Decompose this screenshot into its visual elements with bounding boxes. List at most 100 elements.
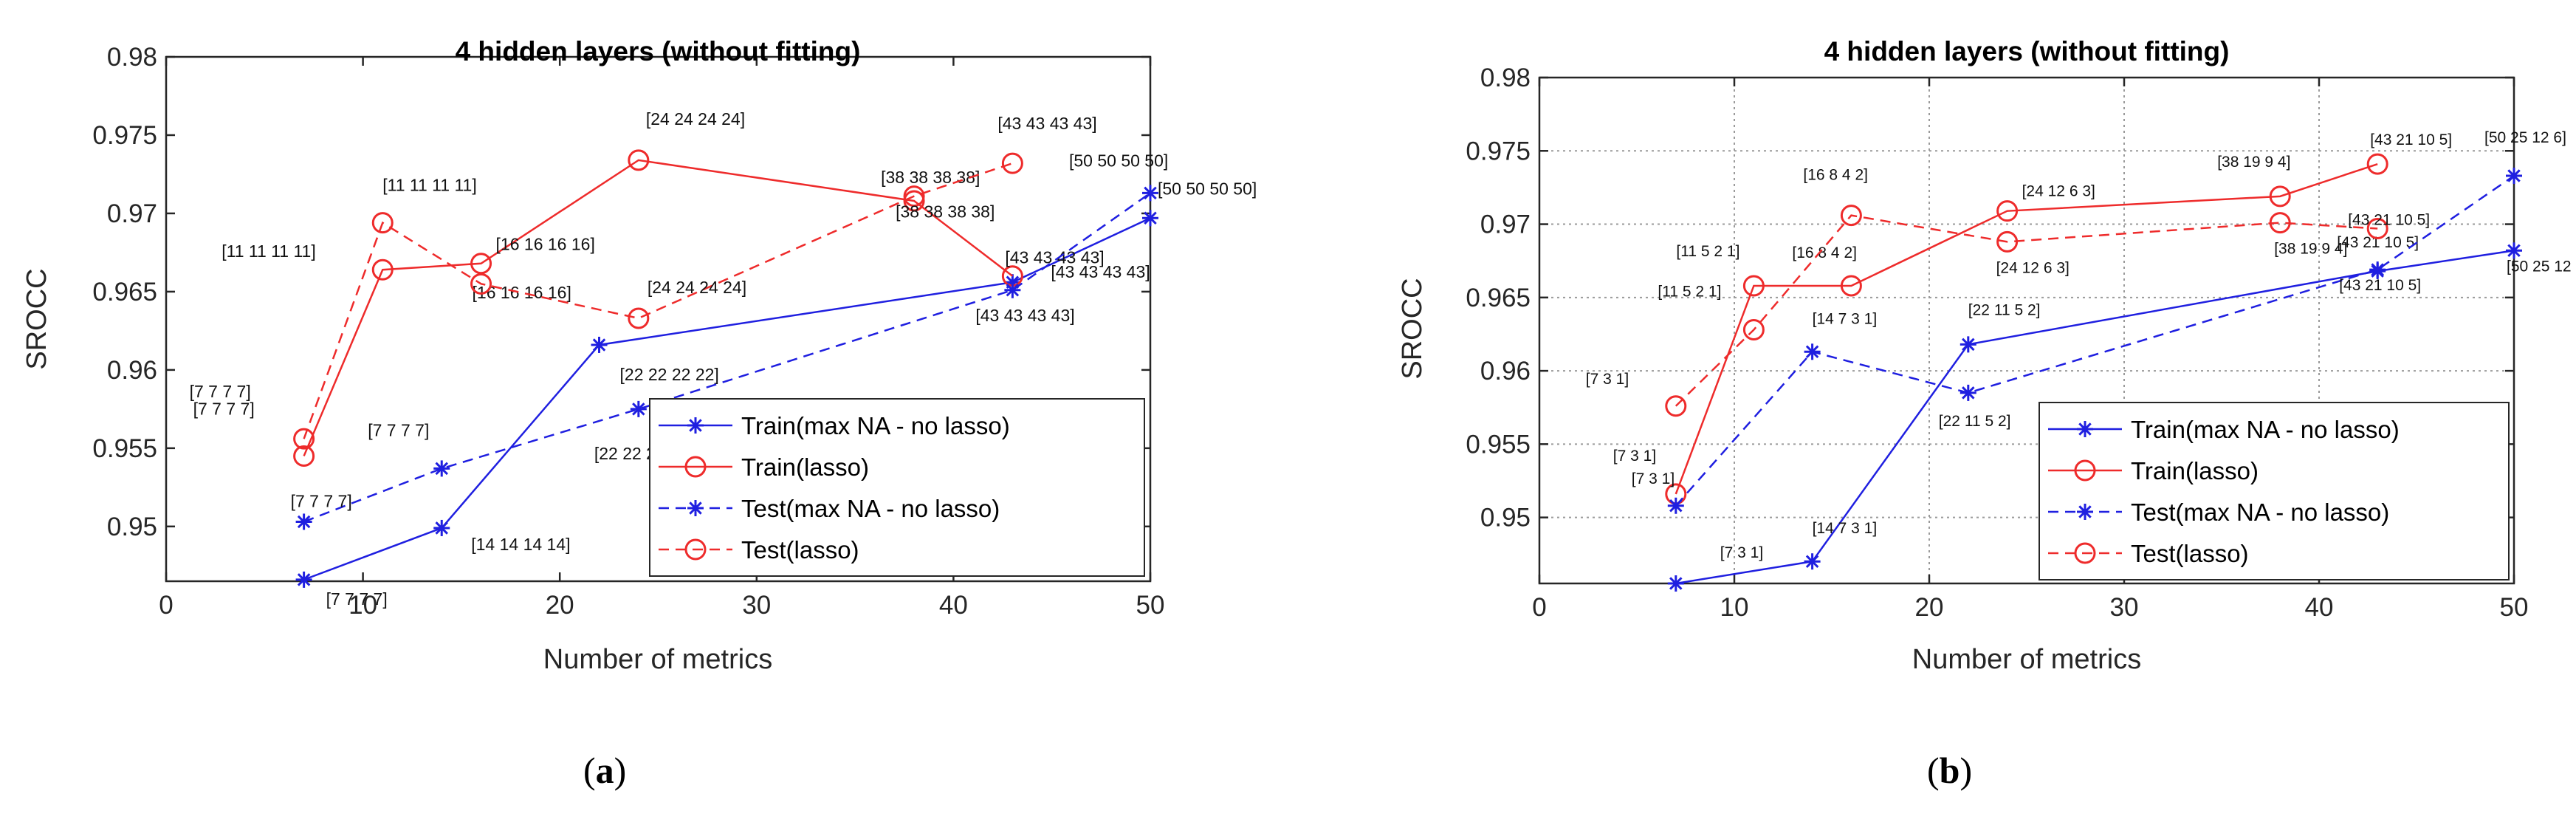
data-point-circle xyxy=(1742,275,1765,297)
data-point-star xyxy=(1960,384,1976,401)
point-label: [14 14 14 14] xyxy=(471,535,570,554)
y-axis-label: SROCC xyxy=(1397,278,1428,379)
legend: Train(max NA - no lasso) Train(lasso) Test… xyxy=(2039,402,2510,580)
data-point-star xyxy=(1667,497,1684,514)
point-label: [7 7 7 7] xyxy=(193,399,255,418)
point-label: [7 7 7 7] xyxy=(190,382,251,401)
legend-circle-marker xyxy=(2074,459,2096,482)
data-point-star xyxy=(1667,575,1684,592)
data-point-circle xyxy=(903,185,925,208)
legend-entry-label: Test(max NA - no lasso) xyxy=(741,495,1000,522)
legend-entry-label: Test(max NA - no lasso) xyxy=(2131,499,2389,526)
point-label: [38 19 9 4] xyxy=(2274,241,2347,258)
x-tick-label: 0 xyxy=(159,591,173,620)
y-tick-label: 0.95 xyxy=(107,513,157,541)
chart-panel-b: 0 10 20 30 40 50 0.95 0.955 0.96 0.965 0.97 0.975 0.… xyxy=(1397,36,2576,791)
data-point-circle xyxy=(2269,185,2291,208)
point-label: [43 21 10 5] xyxy=(2339,277,2421,294)
series-line xyxy=(303,159,1014,456)
point-label: [43 43 43 43] xyxy=(997,114,1096,133)
point-label: [16 16 16 16] xyxy=(473,283,571,302)
point-label: [24 24 24 24] xyxy=(648,278,746,297)
data-point-circle xyxy=(2366,218,2388,240)
legend-star-marker xyxy=(687,417,704,434)
legend-star-marker xyxy=(2077,504,2093,520)
y-axis-label: SROCC xyxy=(21,268,52,369)
legend-entry-label: Test(lasso) xyxy=(2131,540,2249,567)
y-tick-label: 0.98 xyxy=(107,43,157,72)
data-point-star xyxy=(591,336,608,353)
data-point-star xyxy=(1142,185,1158,202)
legend-entry-label: Test(lasso) xyxy=(741,536,859,564)
data-point-circle xyxy=(1996,200,2019,222)
series-line xyxy=(1675,162,2378,495)
series-line xyxy=(303,162,1013,439)
point-label: [11 5 2 1] xyxy=(1676,243,1739,260)
x-tick-label: 40 xyxy=(939,591,968,620)
x-tick-label: 10 xyxy=(1720,593,1749,622)
data-point-circle xyxy=(293,428,315,450)
data-point-star xyxy=(2506,242,2522,259)
x-tick-label: 50 xyxy=(1136,591,1165,620)
data-point-circle xyxy=(1996,230,2019,253)
series-test-max-na-no-lasso: [7 3 1] [14 7 3 1] [22 11 5 2] [43 21 10 5]… xyxy=(1632,129,2566,514)
point-label: [22 11 5 2] xyxy=(1968,301,2041,318)
point-label: [7 3 1] xyxy=(1586,371,1629,388)
legend-circle-marker xyxy=(2074,542,2096,564)
data-point-star xyxy=(630,400,647,417)
point-label: [16 16 16 16] xyxy=(496,234,595,253)
data-point-circle xyxy=(628,307,650,329)
point-label: [11 11 11 11] xyxy=(221,242,315,261)
y-tick-label: 0.97 xyxy=(107,199,157,228)
x-tick-label: 20 xyxy=(1915,593,1944,622)
y-tick-label: 0.96 xyxy=(1480,357,1531,386)
legend-circle-marker xyxy=(684,456,707,478)
panel-caption: (a) xyxy=(583,750,626,791)
legend-circle-marker xyxy=(684,538,707,561)
point-label: [24 12 6 3] xyxy=(1996,259,2070,276)
legend-box xyxy=(649,398,1145,577)
data-point-circle xyxy=(470,253,492,275)
point-label: [24 12 6 3] xyxy=(2022,183,2095,200)
legend-entry-label: Train(lasso) xyxy=(741,453,869,481)
data-point-star xyxy=(2506,168,2522,185)
data-point-star xyxy=(1804,343,1821,360)
data-point-star xyxy=(1804,553,1821,570)
series-test-lasso: [7 7 7 7] [11 11 11 11] [16 16 16 16] [24 2… xyxy=(190,114,1097,450)
series-train-lasso: [7 7 7 7] [11 11 11 11] [16 16 16 16] [24 2… xyxy=(193,109,1105,467)
legend: Train(max NA - no lasso) Train(lasso) Test… xyxy=(649,398,1145,577)
data-point-circle xyxy=(1742,319,1765,341)
y-tick-label: 0.955 xyxy=(1466,430,1531,459)
legend-entry-label: Train(max NA - no lasso) xyxy=(741,412,1010,439)
data-point-star xyxy=(295,513,312,530)
point-label: [43 43 43 43] xyxy=(1005,248,1104,267)
point-label: [43 21 10 5] xyxy=(2348,212,2430,229)
point-label: [38 38 38 38] xyxy=(881,168,980,187)
x-axis-label: Number of metrics xyxy=(543,644,772,675)
point-label: [16 8 4 2] xyxy=(1803,167,1868,184)
point-label: [14 7 3 1] xyxy=(1813,310,1878,327)
data-point-star xyxy=(433,519,450,536)
data-point-circle xyxy=(1665,395,1687,417)
x-tick-label: 30 xyxy=(2110,593,2139,622)
data-point-star xyxy=(2369,261,2386,278)
y-tick-label: 0.955 xyxy=(92,434,157,463)
axes-frame xyxy=(1538,76,2515,585)
panel-caption: (b) xyxy=(1927,750,1972,791)
data-point-circle xyxy=(371,212,394,234)
point-label: [16 8 4 2] xyxy=(1792,244,1857,261)
series-train-lasso: [7 3 1] [11 5 2 1] [16 8 4 2] [24 12 6 3] [3… xyxy=(1613,131,2452,505)
series-test-max-na-no-lasso: [7 7 7 7] [7 7 7 7] [22 22 22 22] [43 43 43… xyxy=(291,151,1168,530)
data-point-circle xyxy=(1840,205,1862,227)
x-tick-label: 10 xyxy=(348,591,377,620)
x-tick-label: 50 xyxy=(2500,593,2529,622)
point-label: [50 50 50 50] xyxy=(1158,179,1257,198)
data-point-star xyxy=(433,460,450,477)
data-point-circle xyxy=(371,258,394,281)
chart-title: 4 hidden layers (without fitting) xyxy=(456,36,861,66)
point-label: [7 3 1] xyxy=(1613,448,1656,465)
legend-star-marker xyxy=(687,500,704,516)
y-tick-label: 0.975 xyxy=(1466,137,1531,165)
data-point-circle xyxy=(2269,212,2291,234)
